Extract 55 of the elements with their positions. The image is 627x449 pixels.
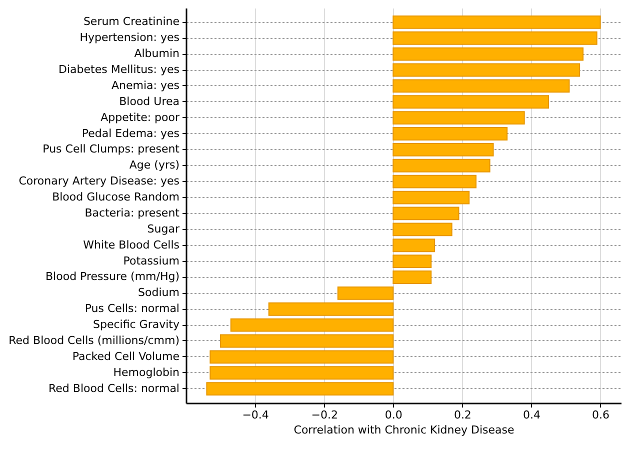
bar: [337, 286, 394, 300]
y-tick-label: Diabetes Mellitus: yes: [58, 63, 180, 76]
bar: [392, 158, 490, 172]
y-tick-label: White Blood Cells: [83, 238, 180, 252]
bar: [210, 350, 394, 364]
y-tick-label: Sodium: [138, 286, 180, 300]
y-tick-label: Pus Cells: normal: [84, 302, 180, 316]
bar: [392, 270, 432, 284]
y-tick-label: Albumin: [134, 47, 180, 60]
x-tick-label: 0.6: [592, 408, 610, 422]
bar: [230, 318, 394, 332]
bar: [392, 47, 584, 61]
y-tick-label: Blood Pressure (mm/Hg): [46, 270, 180, 284]
x-tick-label: 0.2: [454, 408, 472, 422]
y-tick-label: Anemia: yes: [112, 78, 180, 92]
x-tick-label: 0.0: [384, 408, 402, 422]
bar: [392, 206, 460, 220]
y-tick-label: Coronary Artery Disease: yes: [18, 174, 180, 188]
y-tick-label: Blood Urea: [119, 94, 180, 108]
bar: [392, 111, 525, 125]
y-tick-label: Red Blood Cells: normal: [48, 382, 180, 395]
y-tick-label: Bacteria: present: [84, 206, 180, 220]
y-tick-label: Appetite: poor: [100, 110, 180, 124]
bar: [392, 238, 436, 252]
bar: [392, 31, 598, 45]
bar: [392, 190, 470, 204]
y-tick-label: Specific Gravity: [93, 318, 180, 332]
y-tick-label: Packed Cell Volume: [72, 350, 180, 363]
y-tick-label: Sugar: [147, 222, 180, 236]
x-axis-title: Correlation with Chronic Kidney Disease: [294, 424, 514, 436]
bar: [392, 15, 601, 29]
x-tick-label: 0.4: [522, 408, 540, 422]
y-tick-label: Pus Cell Clumps: present: [42, 142, 180, 156]
bar: [206, 382, 394, 396]
bar: [268, 302, 394, 316]
y-tick-label: Red Blood Cells (millions/cmm): [8, 334, 180, 347]
bar: [210, 366, 394, 380]
bar: [392, 222, 452, 236]
bar: [392, 79, 570, 93]
bar: [392, 174, 476, 188]
x-tick-label: −0.2: [311, 408, 338, 422]
y-tick-label: Serum Creatinine: [83, 15, 180, 28]
y-tick-label: Hypertension: yes: [80, 31, 180, 44]
bar: [392, 63, 580, 77]
y-tick-label: Potassium: [123, 254, 180, 268]
x-tick-label: −0.4: [242, 408, 269, 422]
bar: [220, 334, 394, 348]
bar: [392, 254, 432, 268]
bar: [392, 95, 549, 109]
bar: [392, 127, 508, 140]
bar: [392, 142, 494, 156]
y-tick-label: Hemoglobin: [113, 366, 180, 379]
y-tick-label: Blood Glucose Random: [52, 190, 180, 204]
y-tick-label: Pedal Edema: yes: [82, 126, 180, 140]
y-tick-label: Age (yrs): [129, 158, 180, 172]
